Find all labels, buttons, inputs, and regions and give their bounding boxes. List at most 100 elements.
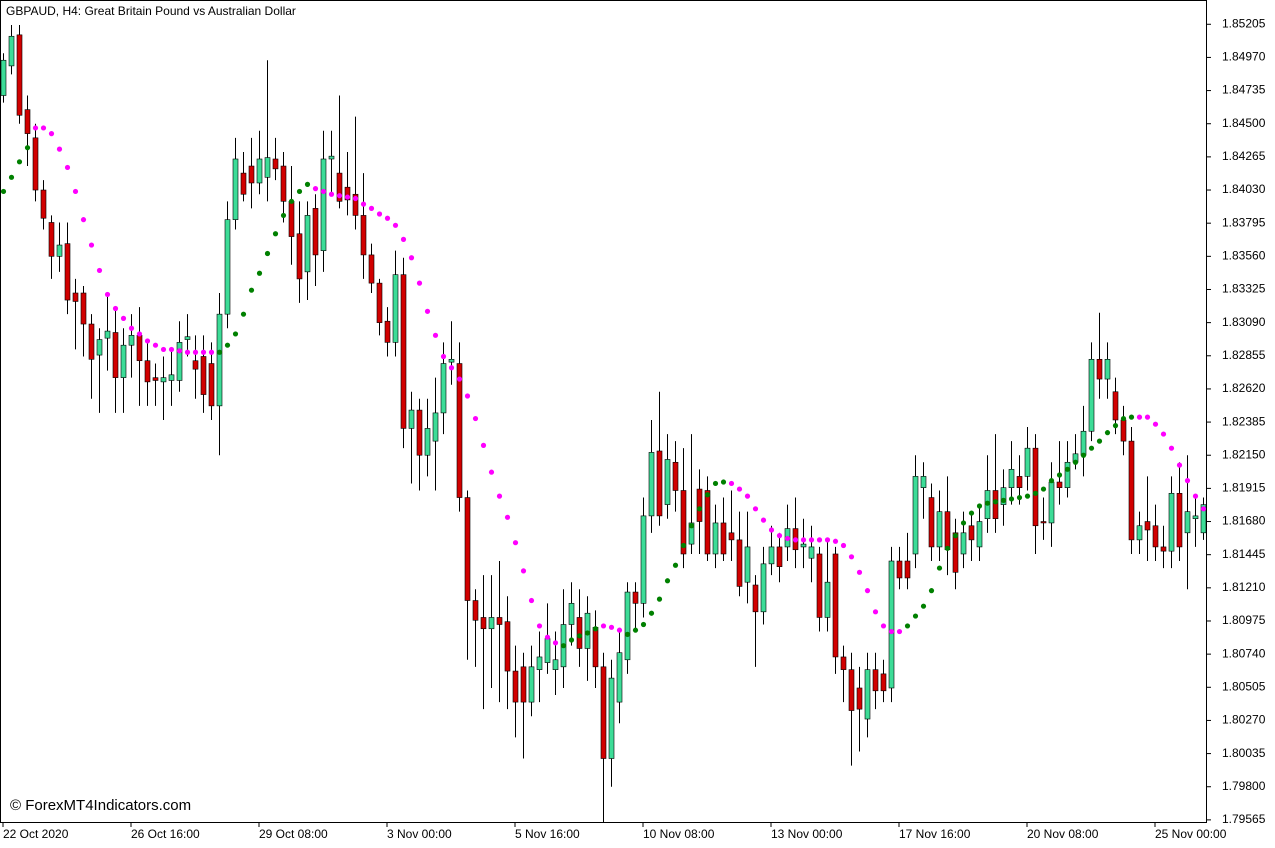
sar-dot <box>560 643 567 649</box>
sar-dot <box>760 517 767 523</box>
candle-body <box>320 158 327 251</box>
sar-dot <box>272 231 279 237</box>
sar-dot <box>864 588 871 594</box>
candle-body <box>960 532 967 555</box>
x-tick-label: 20 Nov 08:00 <box>1027 827 1099 841</box>
sar-dot <box>24 145 31 151</box>
candle-body <box>392 274 399 343</box>
candle-body <box>16 34 23 116</box>
sar-dot <box>704 492 711 498</box>
sar-dot <box>680 542 687 549</box>
candle-body <box>1112 391 1119 421</box>
sar-dot <box>840 542 847 549</box>
sar-dot <box>136 331 143 337</box>
candle-body <box>496 617 503 625</box>
sar-dot <box>104 291 111 298</box>
candle-body <box>728 532 735 541</box>
candle-body <box>736 539 743 587</box>
sar-dot <box>664 578 671 584</box>
y-tick-label: 1.83560 <box>1222 249 1266 263</box>
sar-dot <box>336 193 343 199</box>
x-tick-label: 3 Nov 00:00 <box>387 827 452 841</box>
sar-dot <box>720 479 727 485</box>
sar-dot <box>1136 414 1143 420</box>
sar-dot <box>1040 486 1047 492</box>
candle-body <box>248 165 255 184</box>
sar-dot <box>696 506 703 512</box>
sar-dot <box>376 211 383 217</box>
candle-body <box>0 59 7 96</box>
sar-dot <box>736 486 743 492</box>
candle-body <box>32 137 39 191</box>
sar-dot <box>32 125 39 131</box>
candle-body <box>576 617 583 649</box>
sar-dot <box>1176 462 1183 468</box>
candle-body <box>848 669 855 711</box>
candle-body <box>1064 461 1071 488</box>
sar-dot <box>800 537 807 543</box>
sar-dot <box>920 603 927 609</box>
candle-body <box>760 563 767 613</box>
candle-body <box>328 155 335 160</box>
sar-dot <box>280 212 287 219</box>
candle-body <box>288 201 295 237</box>
sar-dot <box>880 623 887 629</box>
sar-dot <box>992 499 999 505</box>
candle-body <box>1096 359 1103 380</box>
sar-dot <box>160 346 167 353</box>
candle-body <box>1192 515 1199 520</box>
y-tick-label: 1.82620 <box>1222 381 1266 395</box>
y-tick-label: 1.82150 <box>1222 447 1266 461</box>
sar-dot <box>320 188 327 195</box>
sar-dot <box>544 634 551 640</box>
candle-body <box>64 243 71 301</box>
candle-body <box>216 313 223 407</box>
sar-dot <box>112 305 119 312</box>
candle-body <box>1088 359 1095 432</box>
candle-body <box>832 553 839 658</box>
x-tick-label: 26 Oct 16:00 <box>131 827 200 841</box>
candle-body <box>904 560 911 579</box>
candle-body <box>592 627 599 668</box>
candle-body <box>24 109 31 134</box>
sar-dot <box>232 331 239 337</box>
sar-dot <box>40 125 47 131</box>
candle-body <box>264 157 271 178</box>
candle-body <box>304 215 311 273</box>
sar-dot <box>1104 430 1111 436</box>
candle-body <box>624 591 631 661</box>
candle-body <box>800 543 807 548</box>
sar-dot <box>528 597 535 604</box>
x-tick-label: 13 Nov 00:00 <box>771 827 843 841</box>
candle-body <box>296 233 303 280</box>
x-tick-label: 22 Oct 2020 <box>3 827 69 841</box>
candle-body <box>600 666 607 759</box>
sar-dot <box>256 270 263 276</box>
y-tick-label: 1.84500 <box>1222 116 1266 130</box>
candle-body <box>528 666 535 703</box>
candle-body <box>80 292 87 325</box>
candle-body <box>1080 430 1087 456</box>
candle-body <box>208 363 215 407</box>
candle-body <box>752 584 759 613</box>
candle-body <box>432 412 439 442</box>
candle-body <box>48 222 55 257</box>
sar-dot <box>48 131 55 137</box>
sar-dot <box>168 346 175 353</box>
candle-body <box>672 461 679 491</box>
sar-dot <box>1168 445 1175 451</box>
candle-body <box>720 522 727 555</box>
sar-dot <box>792 537 799 543</box>
sar-dot <box>304 181 311 187</box>
candle-body <box>280 165 287 202</box>
chart-title: GBPAUD, H4: Great Britain Pound vs Austr… <box>6 4 296 18</box>
sar-dot <box>1088 445 1095 451</box>
sar-dot <box>472 415 479 422</box>
sar-dot <box>976 503 983 509</box>
sar-dot <box>192 349 199 355</box>
candle-body <box>872 669 879 692</box>
sar-dot <box>216 349 223 355</box>
sar-dot <box>56 146 63 152</box>
sar-dot <box>1096 438 1103 444</box>
